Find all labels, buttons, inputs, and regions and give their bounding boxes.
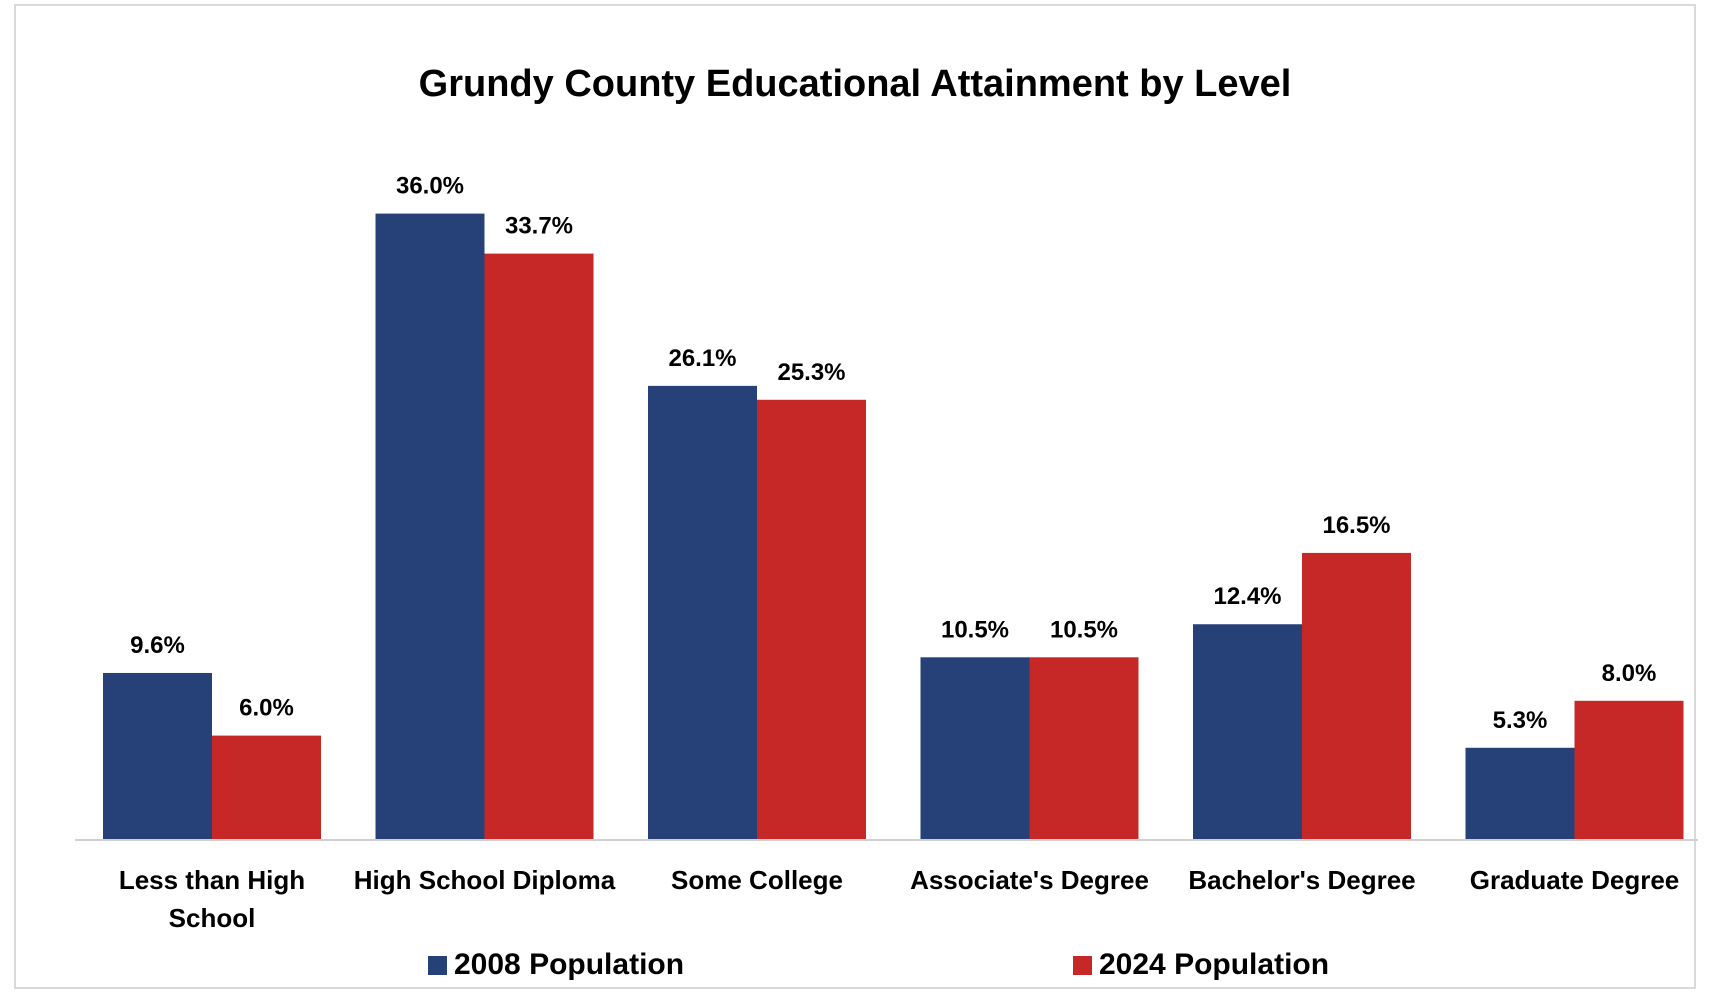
legend-swatch xyxy=(428,956,447,975)
data-label: 10.5% xyxy=(1050,616,1118,643)
chart-title: Grundy County Educational Attainment by … xyxy=(419,63,1292,105)
data-label: 16.5% xyxy=(1322,512,1390,539)
bar-series1-cat1 xyxy=(103,672,212,840)
bar-series1-cat5 xyxy=(1193,624,1302,840)
data-label: 26.1% xyxy=(668,345,736,372)
category-label: Some College xyxy=(671,865,843,895)
data-label: 6.0% xyxy=(239,695,294,722)
category-label: High School Diploma xyxy=(354,865,616,895)
category-label: Associate's Degree xyxy=(910,865,1149,895)
bar-series1-cat4 xyxy=(920,657,1030,840)
data-label: 9.6% xyxy=(130,632,185,659)
data-label: 8.0% xyxy=(1602,660,1657,687)
category-label: Bachelor's Degree xyxy=(1188,865,1415,895)
bar-series1-cat3 xyxy=(648,385,757,840)
category-labels-group: Less than High School High School Diploma S… xyxy=(119,865,1679,933)
category-label: Graduate Degree xyxy=(1470,865,1680,895)
data-label: 10.5% xyxy=(941,616,1009,643)
bar-series1-cat6 xyxy=(1465,747,1575,840)
bar-series1-cat2 xyxy=(375,213,485,841)
bar-series2-cat2 xyxy=(484,253,594,840)
data-label: 25.3% xyxy=(777,359,845,386)
legend-swatch xyxy=(1073,956,1092,975)
category-label: School xyxy=(169,903,256,933)
legend-label: 2008 Population xyxy=(454,948,684,981)
legend-label: 2024 Population xyxy=(1099,948,1329,981)
bar-series2-cat6 xyxy=(1574,700,1684,840)
data-label: 12.4% xyxy=(1213,583,1281,610)
data-label: 33.7% xyxy=(505,213,573,240)
data-label: 5.3% xyxy=(1493,707,1548,734)
bar-series2-cat5 xyxy=(1302,552,1411,840)
legend: 2008 Population 2024 Population xyxy=(428,948,1329,981)
value-labels-group: 9.6% 6.0% 36.0% 33.7% 26.1% 25.3% 10.5% 10.5% 12… xyxy=(130,173,1656,734)
data-label: 36.0% xyxy=(396,173,464,200)
bar-series2-cat1 xyxy=(212,735,321,840)
bar-series2-cat3 xyxy=(757,399,866,840)
category-label: Less than High xyxy=(119,865,305,895)
bars-group xyxy=(103,213,1684,841)
bar-series2-cat4 xyxy=(1029,657,1139,840)
